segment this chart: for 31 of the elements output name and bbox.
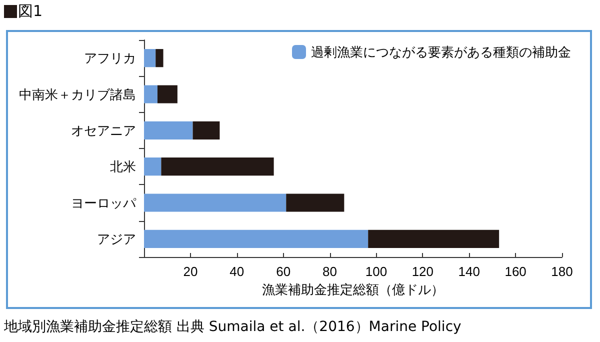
x-tick-label: 180 (551, 264, 573, 279)
bar (192, 121, 220, 140)
text: 地域別漁業補助金推定総額 出典 Sumaila et al.（2016）Marine Policy (4, 318, 462, 336)
x-tick-label: 140 (458, 264, 480, 279)
x-tick-label: 100 (365, 264, 388, 279)
bar (144, 85, 158, 104)
x-axis-title: 漁業補助金推定総額（億ドル） (262, 282, 444, 297)
x-tick-label: 60 (276, 264, 291, 279)
bar (144, 230, 368, 248)
legend-label: 過剰漁業につながる要素がある種類の補助金 (311, 44, 571, 60)
bar (286, 194, 344, 212)
bar (368, 230, 500, 248)
x-tick-label: 20 (183, 264, 198, 279)
y-tick-label: 中南米＋カリブ諸島 (19, 86, 136, 102)
bar (156, 49, 164, 68)
bar (144, 158, 162, 176)
y-tick-label: ヨーロッパ (71, 195, 137, 210)
bar (144, 49, 156, 68)
bar (144, 121, 193, 140)
x-tick-label: 80 (322, 264, 338, 279)
bar (144, 194, 286, 212)
y-tick-label: 北米 (110, 159, 136, 174)
x-tick-label: 40 (230, 264, 244, 279)
y-tick-label: アジア (97, 231, 136, 246)
x-tick-label: 120 (412, 264, 434, 279)
x-tick-label: 160 (504, 264, 526, 279)
bar (157, 85, 178, 104)
y-tick-label: アフリカ (84, 50, 136, 66)
bar (161, 158, 274, 176)
chart-title: 図1 (18, 2, 43, 21)
y-tick-label: オセアニア (71, 122, 136, 138)
